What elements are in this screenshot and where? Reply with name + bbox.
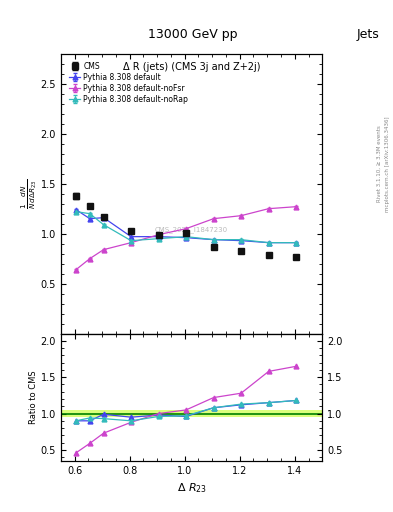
Text: Δ R (jets) (CMS 3j and Z+2j): Δ R (jets) (CMS 3j and Z+2j) [123,62,260,72]
Text: 13000 GeV pp: 13000 GeV pp [148,28,237,41]
Text: CMS_2021_I1847230: CMS_2021_I1847230 [155,227,228,233]
Y-axis label: $\frac{1}{N}\frac{dN}{d\Delta R_{23}}$: $\frac{1}{N}\frac{dN}{d\Delta R_{23}}$ [19,179,39,209]
Legend: CMS, Pythia 8.308 default, Pythia 8.308 default-noFsr, Pythia 8.308 default-noRa: CMS, Pythia 8.308 default, Pythia 8.308 … [67,60,190,105]
X-axis label: $\Delta\ R_{23}$: $\Delta\ R_{23}$ [176,481,207,495]
Text: Jets: Jets [356,28,379,41]
Text: Rivet 3.1.10, ≥ 3.3M events: Rivet 3.1.10, ≥ 3.3M events [377,125,382,202]
Y-axis label: Ratio to CMS: Ratio to CMS [29,370,38,424]
Text: mcplots.cern.ch [arXiv:1306.3436]: mcplots.cern.ch [arXiv:1306.3436] [385,116,389,211]
Bar [61,410,322,417]
